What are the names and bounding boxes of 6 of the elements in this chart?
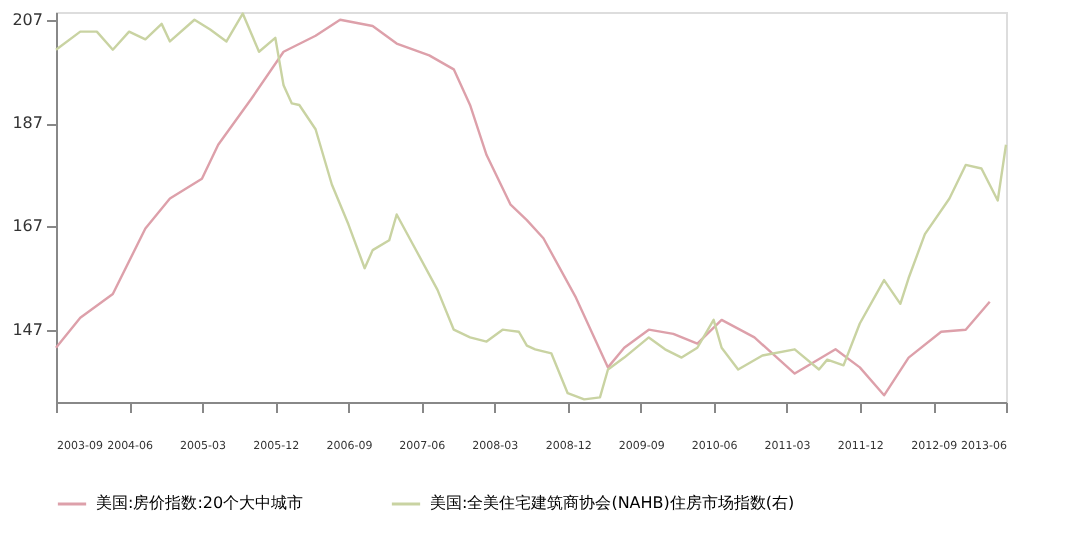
legend-label: 美国:房价指数:20个大中城市	[96, 494, 304, 512]
y-tick-label: 187	[12, 114, 43, 133]
y-tick-label: 207	[12, 10, 43, 29]
legend-label: 美国:全美住宅建筑商协会(NAHB)住房市场指数(右)	[430, 494, 795, 512]
y-tick-label: 147	[12, 320, 43, 339]
y-tick-label: 167	[12, 217, 43, 236]
